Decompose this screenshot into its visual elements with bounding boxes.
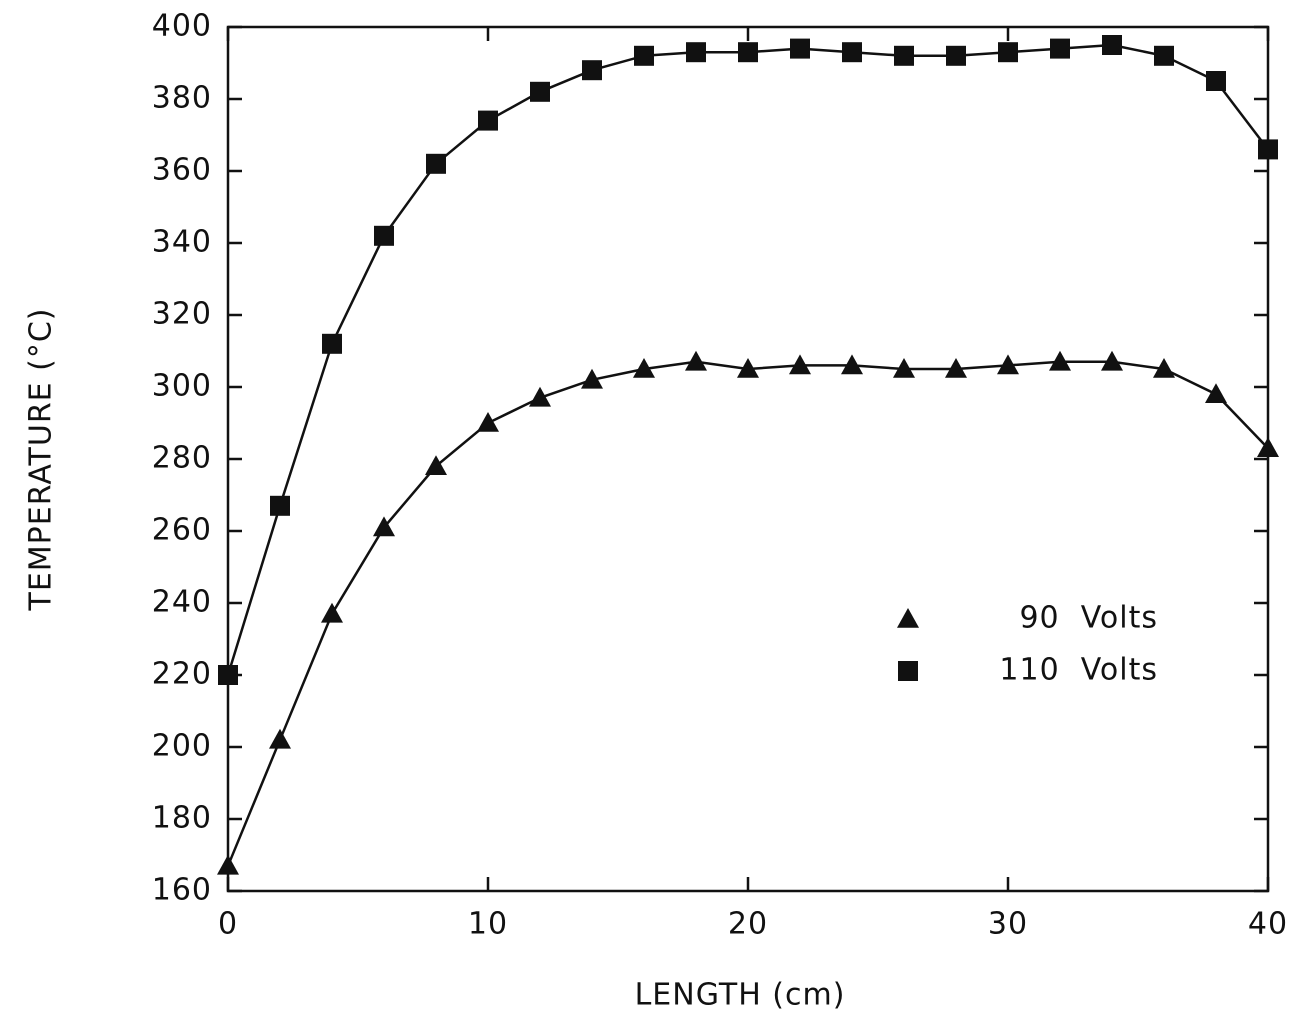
x-tick-label: 40 <box>1248 907 1288 942</box>
square-marker <box>894 45 914 66</box>
triangle-marker <box>373 516 395 537</box>
x-tick-label: 10 <box>468 907 508 942</box>
y-tick-label: 160 <box>152 873 212 908</box>
y-tick-label: 360 <box>152 153 212 188</box>
triangle-marker <box>1257 437 1279 457</box>
square-marker <box>478 110 498 131</box>
square-marker <box>998 42 1018 63</box>
triangle-marker <box>841 354 863 375</box>
y-tick-label: 400 <box>152 9 212 44</box>
square-marker <box>634 45 654 66</box>
square-marker <box>1258 139 1278 160</box>
triangle-marker <box>1049 350 1071 371</box>
square-marker <box>1102 35 1122 55</box>
x-tick-label: 30 <box>988 907 1028 942</box>
y-tick-label: 200 <box>152 729 212 764</box>
square-marker <box>374 225 394 246</box>
x-tick-label: 20 <box>728 907 768 942</box>
triangle-marker <box>321 602 343 623</box>
square-marker <box>946 45 966 66</box>
triangle-marker <box>737 358 759 378</box>
square-marker <box>322 333 342 354</box>
triangle-marker <box>425 455 447 475</box>
legend-label: 90 Volts <box>1019 601 1158 636</box>
triangle-marker <box>893 358 915 378</box>
square-marker <box>738 42 758 63</box>
y-axis-label: TEMPERATURE (°C) <box>24 307 59 611</box>
square-marker <box>842 42 862 63</box>
square-marker <box>790 38 810 59</box>
square-marker <box>898 661 918 681</box>
triangle-marker <box>581 368 603 389</box>
y-tick-label: 240 <box>152 585 212 620</box>
y-tick-label: 340 <box>152 225 212 260</box>
triangle-marker <box>997 354 1019 375</box>
square-marker <box>530 81 550 102</box>
x-axis-label: LENGTH (cm) <box>635 978 846 1013</box>
square-marker <box>582 60 602 81</box>
x-tick-label: 0 <box>218 907 238 942</box>
y-tick-label: 180 <box>152 801 212 836</box>
y-tick-label: 320 <box>152 297 212 332</box>
square-marker <box>1050 38 1070 59</box>
y-tick-label: 380 <box>152 81 212 116</box>
y-tick-label: 280 <box>152 441 212 476</box>
triangle-marker <box>269 728 291 749</box>
legend-label: 110 Volts <box>999 653 1158 688</box>
triangle-marker <box>633 358 655 378</box>
square-marker <box>270 495 290 516</box>
triangle-marker <box>1153 358 1175 378</box>
triangle-marker <box>477 412 499 432</box>
triangle-marker <box>1101 350 1123 371</box>
square-marker <box>218 665 238 685</box>
y-tick-label: 260 <box>152 513 212 548</box>
y-tick-label: 300 <box>152 369 212 404</box>
square-marker <box>1206 71 1226 91</box>
triangle-marker <box>217 854 239 875</box>
triangle-marker <box>945 358 967 378</box>
triangle-marker <box>685 350 707 371</box>
triangle-marker <box>1205 383 1227 403</box>
square-marker <box>426 153 446 174</box>
triangle-marker <box>529 386 551 407</box>
triangle-marker <box>897 608 919 628</box>
y-tick-label: 220 <box>152 657 212 692</box>
square-marker <box>686 42 706 63</box>
triangle-marker <box>789 354 811 375</box>
plot-frame <box>226 25 1270 893</box>
square-marker <box>1154 45 1174 66</box>
